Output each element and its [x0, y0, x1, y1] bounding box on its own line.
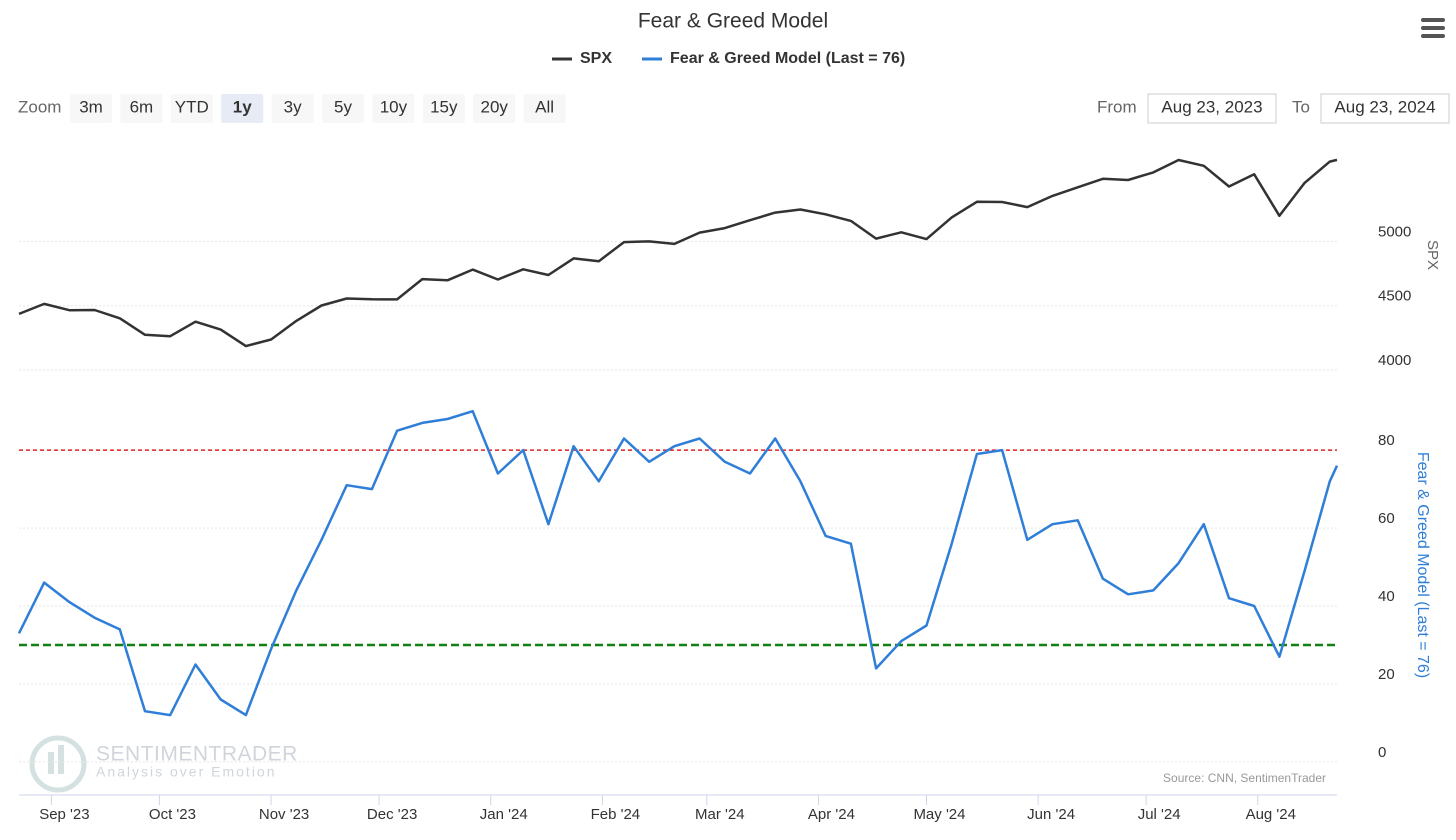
range-button-bg	[422, 94, 465, 123]
to-box	[1320, 93, 1450, 124]
y-tick-label: 60	[1378, 510, 1395, 527]
y-tick-label: 4500	[1378, 288, 1411, 305]
x-tick-label: Sep '23	[39, 806, 89, 823]
range-button-bg	[473, 94, 516, 123]
range-button-bg	[372, 94, 415, 123]
zoom-label: Zoom	[18, 97, 61, 116]
range-button-bg	[120, 94, 163, 123]
range-button-label: 10y	[380, 97, 408, 116]
range-button[interactable]: YTD	[170, 94, 213, 123]
menu-bar	[1421, 34, 1445, 38]
x-tick-label: Jun '24	[1027, 806, 1075, 823]
range-button-label: All	[535, 97, 554, 116]
x-tick-label: Jan '24	[480, 806, 528, 823]
y2-axis-title: Fear & Greed Model (Last = 76)	[1414, 452, 1431, 678]
range-button[interactable]: 10y	[372, 94, 415, 123]
menu-bar	[1421, 18, 1445, 22]
watermark-tagline: Analysis over Emotion	[96, 764, 277, 780]
x-tick-label: May '24	[913, 806, 965, 823]
watermark-name: SENTIMENTRADER	[96, 743, 298, 766]
y-tick-label: 4000	[1378, 352, 1411, 369]
from-label: From	[1097, 97, 1137, 116]
series-line	[17, 409, 1339, 717]
range-button-bg	[70, 94, 112, 123]
range-button-label: 1y	[233, 97, 252, 116]
y-tick-label: 5000	[1378, 223, 1411, 240]
legend-item[interactable]: Fear & Greed Model (Last = 76)	[642, 50, 905, 67]
x-tick-label: Dec '23	[367, 806, 417, 823]
range-button[interactable]: 5y	[322, 94, 364, 123]
range-button-label: 20y	[480, 97, 508, 116]
range-button[interactable]: 20y	[473, 94, 516, 123]
watermark-logo	[58, 745, 64, 774]
range-button-label: 6m	[130, 97, 154, 116]
range-button[interactable]: 15y	[422, 94, 465, 123]
x-tick-label: Apr '24	[808, 806, 855, 823]
x-tick-label: Oct '23	[149, 806, 196, 823]
from-input[interactable]: Aug 23, 2023	[1147, 93, 1277, 124]
range-button-label: 5y	[334, 97, 352, 116]
legend-label: Fear & Greed Model (Last = 76)	[670, 50, 905, 67]
range-button[interactable]: 1y	[221, 94, 264, 123]
range-button-bg	[322, 94, 364, 123]
watermark-logo	[29, 735, 87, 793]
range-button-bg	[523, 94, 566, 123]
menu-bar	[1421, 26, 1445, 30]
to-value: Aug 23, 2024	[1334, 97, 1435, 116]
range-button[interactable]: 3y	[271, 94, 314, 123]
range-button[interactable]: 6m	[120, 94, 163, 123]
watermark-logo	[48, 752, 54, 774]
series-line	[18, 158, 1338, 348]
watermark: SENTIMENTRADER Analysis over Emotion	[29, 735, 298, 793]
credits: Source: CNN, SentimenTrader	[1163, 771, 1326, 785]
y-tick-label: 0	[1378, 744, 1386, 761]
legend-item[interactable]: SPX	[552, 50, 612, 67]
range-button-bg	[271, 94, 314, 123]
range-button[interactable]: 3m	[70, 94, 112, 123]
from-box	[1147, 93, 1277, 124]
legend-label: SPX	[580, 50, 612, 67]
x-tick-label: Nov '23	[259, 806, 309, 823]
x-tick-label: Jul '24	[1138, 806, 1181, 823]
to-label: To	[1292, 97, 1310, 116]
y-tick-label: 40	[1378, 588, 1395, 605]
range-button-bg	[170, 94, 213, 123]
range-button-label: 3y	[284, 97, 302, 116]
y-axis-title: SPX	[1424, 240, 1441, 270]
range-button-bg	[221, 94, 264, 123]
y-tick-label: 20	[1378, 666, 1395, 683]
range-button[interactable]: All	[523, 94, 566, 123]
x-tick-label: Mar '24	[695, 806, 745, 823]
x-tick-label: Aug '24	[1246, 806, 1296, 823]
range-button-label: YTD	[175, 97, 209, 116]
menu-button[interactable]	[1421, 18, 1445, 38]
y-tick-label: 80	[1378, 432, 1395, 449]
range-button-label: 15y	[430, 97, 458, 116]
range-button-label: 3m	[79, 97, 103, 116]
x-tick-label: Feb '24	[591, 806, 641, 823]
chart-title: Fear & Greed Model	[638, 10, 828, 33]
to-input[interactable]: Aug 23, 2024	[1320, 93, 1450, 124]
from-value: Aug 23, 2023	[1161, 97, 1262, 116]
